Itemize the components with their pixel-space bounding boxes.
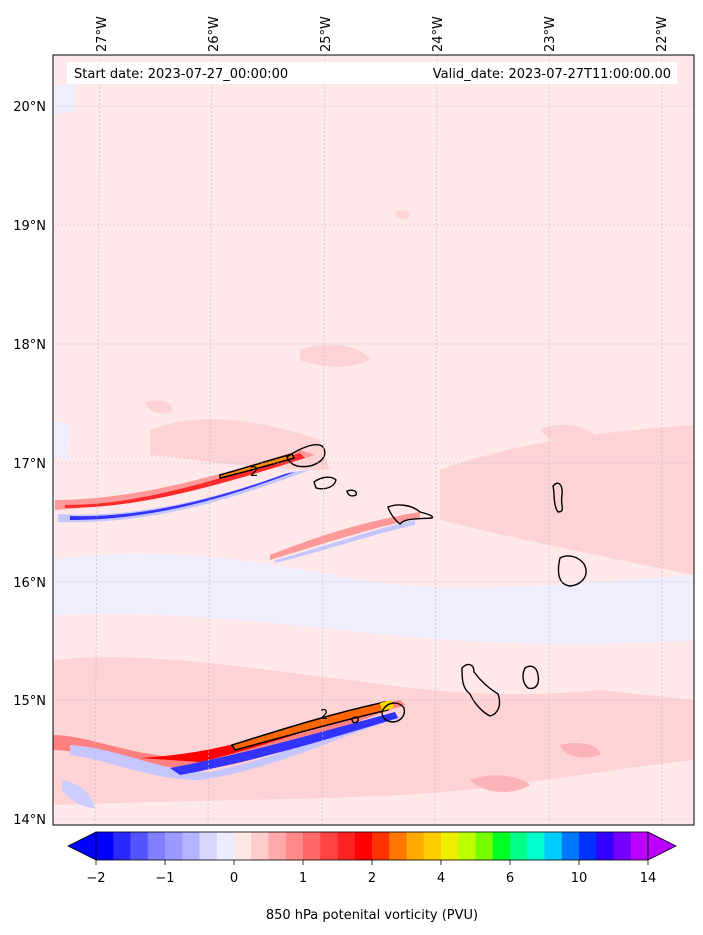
colorbar-swatch — [113, 832, 131, 860]
colorbar-tick-label: −1 — [155, 871, 174, 886]
island-santiago — [461, 663, 501, 717]
colorbar-swatch — [423, 832, 442, 860]
colorbar-swatch — [596, 832, 614, 860]
colorbar-swatch — [579, 832, 597, 860]
contour-label-south: 2 — [320, 708, 328, 723]
colorbar-swatch — [251, 832, 269, 860]
island-sal — [552, 482, 563, 513]
island-maio — [522, 665, 540, 690]
colorbar-extend-high — [647, 831, 677, 861]
colorbar-swatch — [510, 832, 528, 860]
colorbar-swatch — [492, 832, 511, 860]
start-date-text: Start date: 2023-07-27_00:00:00 — [74, 67, 288, 82]
lat-label-18n: 18°N — [13, 338, 46, 353]
colorbar-label: 850 hPa potenital vorticity (PVU) — [266, 908, 478, 923]
colorbar-tick-label: 4 — [437, 871, 445, 886]
lon-label-23w: 23°W — [543, 16, 558, 52]
lat-label-20n: 20°N — [13, 100, 46, 115]
island-sao-vicente — [313, 476, 337, 490]
colorbar-ticks: −2 −1 0 1 2 4 6 10 14 — [86, 860, 656, 886]
valid-date-text: Valid_date: 2023-07-27T11:00:00.00 — [433, 67, 671, 82]
map-frame — [52, 54, 695, 826]
colorbar-swatch — [475, 832, 494, 860]
colorbar-swatch — [389, 832, 407, 860]
colorbar-swatches — [67, 831, 677, 861]
colorbar-tick-label: 2 — [368, 871, 376, 886]
colorbar-swatch — [320, 832, 338, 860]
stronger-pv-patches — [470, 743, 600, 792]
lat-label-17n: 17°N — [13, 457, 46, 472]
colorbar-tick-label: 1 — [299, 871, 307, 886]
colorbar-swatch — [182, 832, 200, 860]
colorbar-swatch — [216, 832, 235, 860]
colorbar-swatch — [96, 832, 114, 860]
colorbar-swatch — [354, 832, 373, 860]
colorbar-tick-label: 10 — [571, 871, 588, 886]
colorbar-tick-label: 14 — [640, 871, 657, 886]
negative-pv-band — [53, 553, 694, 644]
colorbar-swatch — [285, 832, 304, 860]
lon-label-22w: 22°W — [655, 16, 670, 52]
longitude-labels: 27°W 26°W 25°W 24°W 23°W 22°W — [95, 16, 670, 52]
colorbar-tick-label: −2 — [86, 871, 105, 886]
lat-label-15n: 15°N — [13, 694, 46, 709]
colorbar-swatch — [268, 832, 287, 860]
colorbar-extend-low — [67, 831, 97, 861]
pv-streak-south — [53, 700, 405, 808]
colorbar-swatch — [199, 832, 218, 860]
island-santa-luzia — [346, 489, 358, 497]
island-fogo — [381, 702, 406, 723]
colorbar-swatch — [441, 832, 459, 860]
lat-label-14n: 14°N — [13, 813, 46, 828]
coastlines — [286, 444, 587, 724]
lon-label-26w: 26°W — [207, 16, 222, 52]
colorbar-swatch — [372, 832, 390, 860]
colorbar-swatch — [458, 832, 476, 860]
colorbar-swatch — [406, 832, 425, 860]
colorbar: −2 −1 0 1 2 4 6 10 14 850 hPa potenital vorticit… — [67, 831, 677, 923]
colorbar-swatch — [147, 832, 166, 860]
map-panel: Start date: 2023-07-27_00:00:00 Valid_da… — [53, 55, 694, 825]
negative-pv-patch-top — [53, 85, 75, 115]
pv-streak-middle — [270, 512, 420, 563]
colorbar-swatch — [303, 832, 321, 860]
lat-label-16n: 16°N — [13, 576, 46, 591]
lat-label-19n: 19°N — [13, 219, 46, 234]
lon-label-27w: 27°W — [95, 16, 110, 52]
colorbar-swatch — [613, 832, 632, 860]
island-sao-nicolau — [387, 504, 434, 525]
colorbar-swatch — [337, 832, 356, 860]
colorbar-swatch — [130, 832, 149, 860]
contour-label-north: 2 — [250, 465, 258, 480]
colorbar-swatch — [527, 832, 545, 860]
island-brava — [351, 716, 359, 724]
colorbar-tick-label: 0 — [230, 871, 238, 886]
date-info-box — [67, 62, 677, 84]
colorbar-swatch — [561, 832, 580, 860]
colorbar-tick-label: 6 — [506, 871, 514, 886]
colorbar-swatch — [544, 832, 563, 860]
lon-label-25w: 25°W — [319, 16, 334, 52]
negative-pv-patch-left — [53, 420, 70, 460]
island-santo-antao — [286, 444, 326, 468]
latitude-labels: 20°N 19°N 18°N 17°N 16°N 15°N 14°N — [13, 100, 46, 828]
lon-label-24w: 24°W — [431, 16, 446, 52]
colorbar-swatch — [630, 832, 649, 860]
island-boa-vista — [557, 555, 587, 587]
colorbar-swatch — [234, 832, 252, 860]
gridlines — [53, 55, 694, 825]
colorbar-swatch — [165, 832, 183, 860]
